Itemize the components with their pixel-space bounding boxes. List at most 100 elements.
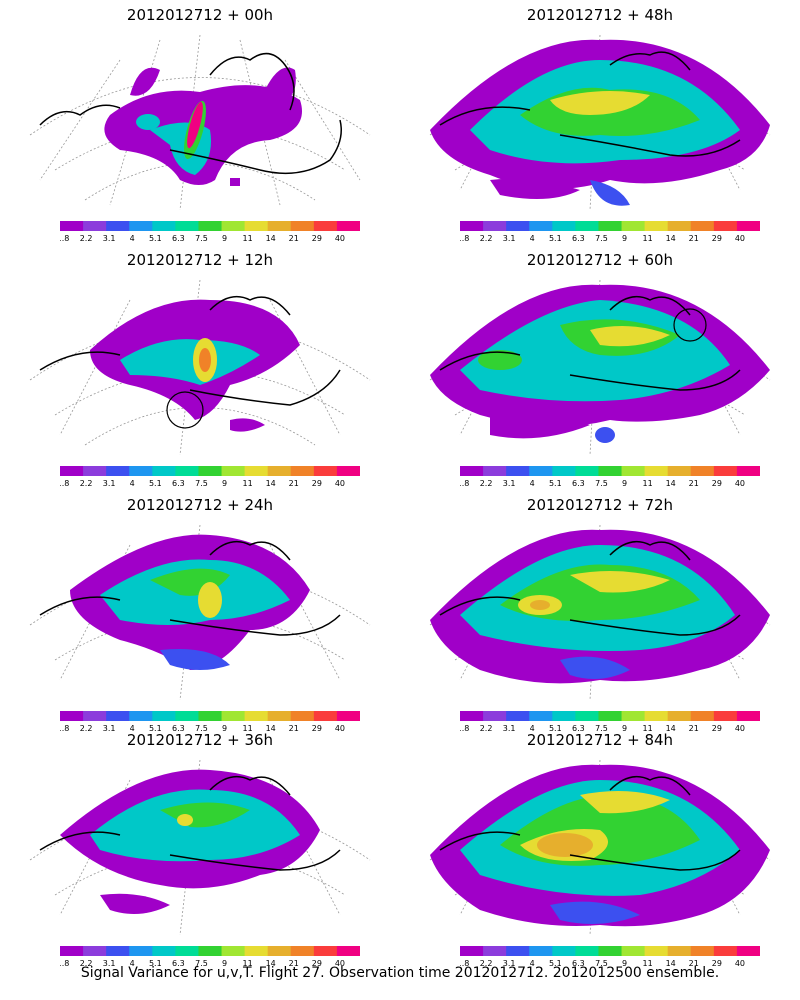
colorbar-swatch	[106, 711, 130, 721]
colorbar-swatch	[667, 221, 692, 231]
colorbar-swatch	[552, 466, 576, 476]
colorbar-tick-label: 29	[312, 959, 322, 968]
colorbar-swatch	[667, 711, 692, 721]
map-48h	[429, 34, 771, 211]
colorbar-tick-label: 40	[735, 724, 745, 733]
colorbar-tick-label: 29	[712, 724, 722, 733]
map-00h	[29, 34, 371, 211]
colorbar-swatch	[690, 466, 715, 476]
colorbar-tick-label: 40	[335, 234, 345, 243]
colorbar-swatch	[621, 711, 646, 721]
colorbar-tick-label: 2.2	[480, 724, 493, 733]
colorbar-tick-label: 4	[130, 724, 135, 733]
colorbar-swatch	[736, 466, 760, 476]
colorbar-swatch	[460, 221, 484, 231]
panel-title: 2012012712 + 48h	[526, 6, 674, 24]
colorbar-tick-label: 5.1	[549, 959, 562, 968]
colorbar-tick-label: 9	[222, 479, 227, 488]
colorbar-swatch	[690, 221, 715, 231]
colorbar-tick-label: 1.8	[460, 234, 469, 243]
map-60h	[429, 279, 771, 456]
colorbar-swatch	[529, 946, 553, 956]
colorbar-tick-label: 29	[712, 234, 722, 243]
colorbar-tick-label: 3.1	[503, 479, 516, 488]
colorbar-swatch	[106, 221, 130, 231]
colorbar-swatch	[244, 946, 269, 956]
colorbar-swatch	[529, 711, 553, 721]
colorbar-swatch	[60, 221, 84, 231]
colorbar-swatch	[713, 466, 738, 476]
colorbar-swatch	[267, 946, 292, 956]
colorbar-swatch	[267, 466, 292, 476]
colorbar-tick-label: 2.2	[80, 234, 93, 243]
colorbar-swatch	[483, 221, 507, 231]
colorbar-swatches	[460, 711, 760, 721]
colorbar-swatches	[60, 946, 360, 956]
variance-field	[430, 764, 770, 927]
variance-field	[70, 534, 310, 670]
colorbar-tick-label: 6.3	[172, 234, 185, 243]
panel-48h: 2012012712 + 48h 1.82.23.145.16.37.59111…	[400, 0, 800, 245]
highlight-circle	[166, 391, 204, 429]
colorbar-tick-label: 3.1	[503, 724, 516, 733]
colorbar-tick-label: 14	[666, 234, 676, 243]
colorbar-tick-label: 21	[289, 234, 299, 243]
colorbar: 1.8 2.2 3.1 4 5.1 6.3 7.5 9 11 14 21 29 40	[460, 466, 760, 488]
colorbar-tick-label: 2.2	[80, 959, 93, 968]
colorbar-swatch	[83, 466, 107, 476]
colorbar-swatch	[736, 946, 760, 956]
colorbar-swatch	[460, 946, 484, 956]
colorbar-tick-label: 9	[622, 234, 627, 243]
colorbar-tick-label: 1.8	[60, 479, 69, 488]
map-12h	[29, 279, 371, 456]
colorbar-tick-label: 14	[666, 959, 676, 968]
colorbar-tick-label: 29	[712, 959, 722, 968]
colorbar-tick-label: 5.1	[149, 959, 162, 968]
colorbar-labels: 1.8 2.2 3.1 4 5.1 6.3 7.5 9 11 14 21 29 40	[460, 234, 745, 243]
colorbar-swatch	[690, 946, 715, 956]
colorbar-swatch	[644, 466, 669, 476]
colorbar-tick-label: 5.1	[549, 479, 562, 488]
coastlines	[39, 540, 341, 636]
colorbar-swatch	[129, 711, 153, 721]
colorbar-tick-label: 14	[666, 479, 676, 488]
colorbar-swatch	[506, 946, 530, 956]
colorbar-tick-label: 11	[243, 479, 253, 488]
colorbar-tick-label: 5.1	[149, 479, 162, 488]
colorbar-tick-label: 4	[530, 479, 535, 488]
colorbar-tick-label: 9	[622, 724, 627, 733]
colorbar-labels: 1.8 2.2 3.1 4 5.1 6.3 7.5 9 11 14 21 29 40	[460, 479, 745, 488]
colorbar-labels: 1.8 2.2 3.1 4 5.1 6.3 7.5 9 11 14 21 29 40	[460, 959, 745, 968]
colorbar-swatch	[598, 711, 623, 721]
variance-field	[104, 67, 302, 186]
colorbar-swatch	[290, 946, 315, 956]
colorbar-tick-label: 1.8	[460, 724, 469, 733]
colorbar-tick-label: 40	[735, 959, 745, 968]
colorbar-tick-label: 7.5	[195, 959, 208, 968]
colorbar-swatch	[336, 466, 360, 476]
colorbar-swatches	[60, 221, 360, 231]
colorbar-swatch	[336, 711, 360, 721]
colorbar-tick-label: 1.8	[460, 959, 469, 968]
colorbar-swatch	[552, 711, 576, 721]
colorbar-labels: 1.8 2.2 3.1 4 5.1 6.3 7.5 9 11 14 21 29 40	[60, 234, 345, 243]
colorbar-labels: 1.8 2.2 3.1 4 5.1 6.3 7.5 9 11 14 21 29 40	[60, 959, 345, 968]
map-72h	[429, 524, 771, 701]
colorbar-tick-label: 3.1	[503, 234, 516, 243]
colorbar-swatch	[83, 221, 107, 231]
colorbar-swatch	[83, 946, 107, 956]
colorbar-tick-label: 7.5	[195, 724, 208, 733]
panel-24h: 2012012712 + 24h 1.82.23.145.16.37.59111…	[0, 490, 400, 735]
colorbar-swatch	[713, 221, 738, 231]
colorbar-tick-label: 40	[335, 479, 345, 488]
panel-title: 2012012712 + 72h	[526, 496, 674, 514]
colorbar-swatch	[221, 946, 246, 956]
colorbar-tick-label: 6.3	[572, 724, 585, 733]
colorbar-swatch	[313, 221, 338, 231]
colorbar-tick-label: 40	[335, 959, 345, 968]
map-84h	[429, 759, 771, 936]
colorbar-swatch	[175, 221, 199, 231]
colorbar-tick-label: 11	[643, 959, 653, 968]
colorbar-tick-label: 11	[643, 724, 653, 733]
colorbar-swatch	[221, 711, 246, 721]
